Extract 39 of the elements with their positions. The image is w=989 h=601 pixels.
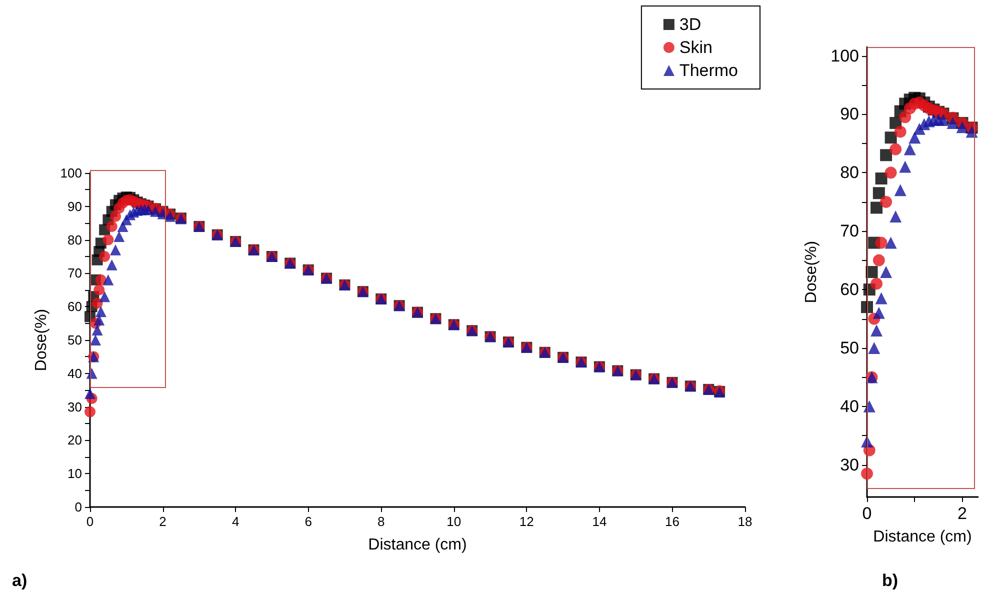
y-tick-label: 70 (68, 266, 82, 281)
y-tick-label: 100 (830, 46, 859, 66)
x-tick-label: 14 (592, 514, 607, 529)
y-tick-label: 90 (840, 104, 859, 124)
y-tick-label: 80 (840, 163, 859, 182)
y-axis-title: Dose(%) (803, 240, 820, 304)
y-tick-label: 40 (840, 396, 859, 416)
x-tick-label: 18 (738, 514, 752, 529)
y-tick-label: 60 (840, 280, 859, 300)
x-tick-label: 0 (86, 514, 94, 529)
x-axis-title: Distance (cm) (368, 536, 467, 554)
x-tick-label: 2 (958, 504, 968, 523)
x-tick-label: 16 (664, 514, 680, 529)
y-axis-title: Dose(%) (32, 308, 50, 372)
x-axis-title: Distance (cm) (873, 528, 972, 546)
x-tick-label: 4 (232, 514, 240, 529)
x-tick-label: 0 (862, 504, 872, 523)
text: a) (12, 571, 28, 590)
legend-label: 3D (679, 15, 702, 34)
y-tick-label: 60 (68, 299, 82, 314)
text: b) (882, 571, 898, 590)
x-tick-label: 12 (519, 514, 534, 529)
y-tick-label: 80 (68, 232, 82, 248)
y-tick-label: 50 (840, 338, 859, 358)
y-tick-label: 50 (68, 332, 82, 348)
y-tick-label: 10 (68, 466, 82, 482)
y-tick-label: 30 (68, 399, 82, 414)
y-tick-label: 40 (68, 366, 82, 381)
legend-label: Thermo (679, 61, 738, 80)
y-tick-label: 70 (840, 222, 859, 241)
y-tick-label: 30 (840, 455, 859, 474)
legend-label: Skin (679, 38, 713, 57)
y-tick-label: 20 (68, 432, 82, 448)
x-tick-label: 6 (304, 514, 312, 529)
y-tick-label: 100 (60, 166, 82, 180)
x-tick-label: 10 (446, 514, 462, 529)
x-tick-label: 2 (159, 514, 166, 529)
x-tick-label: 8 (377, 514, 385, 529)
y-tick-label: 90 (68, 198, 82, 214)
